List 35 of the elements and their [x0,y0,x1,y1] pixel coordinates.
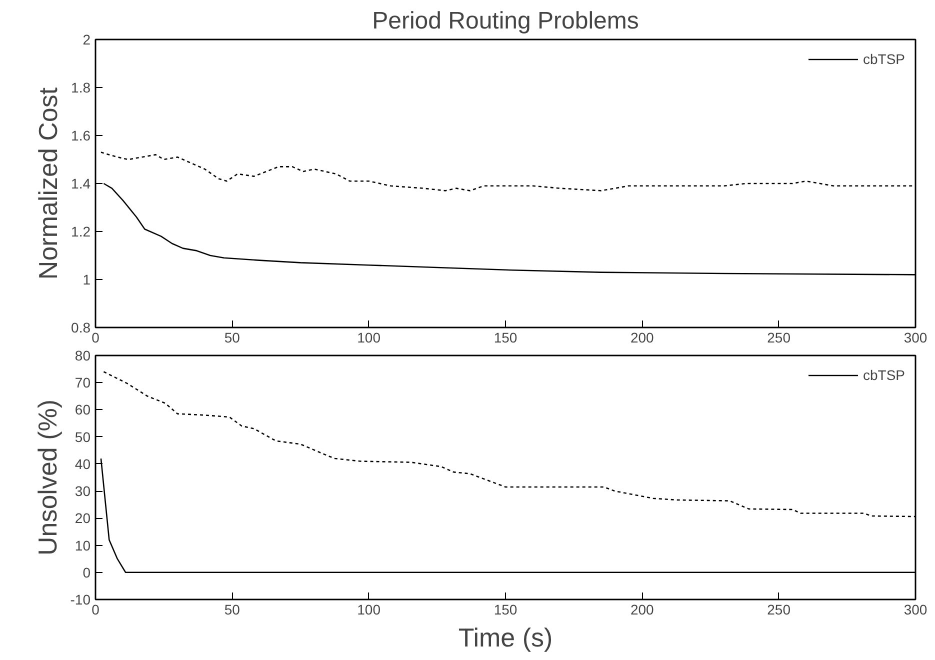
y-axis-title: Normalized Cost [33,86,64,280]
legend-label: cbTSP [862,51,905,67]
x-tick-label: 50 [224,330,240,346]
y-tick-label: 0 [82,564,91,580]
y-tick-label: 2 [82,32,91,48]
y-tick-label: 80 [74,348,91,364]
y-tick-label: 40 [74,456,91,472]
x-tick-label: 100 [357,602,381,618]
y-tick-label: 70 [74,374,91,391]
x-tick-label: 200 [630,330,654,346]
x-tick-label: 300 [904,602,928,618]
x-tick-label: 50 [224,602,240,618]
y-tick-label: 20 [74,510,91,526]
x-tick-label: 150 [494,602,518,618]
y-tick-label: 1 [82,272,91,288]
x-tick-label: 300 [904,330,928,346]
x-tick-label: 250 [767,602,791,618]
y-tick-label: -10 [70,592,91,608]
y-tick-label: 60 [74,402,91,418]
y-tick-label: 1.8 [71,80,91,96]
y-tick-label: 30 [74,483,91,500]
y-tick-label: 1.4 [71,176,91,192]
y-tick-label: 1.2 [71,224,91,240]
y-axis-title: Unsolved (%) [32,399,62,556]
legend-label: cbTSP [862,367,905,383]
x-axis-title: Time (s) [458,622,553,652]
chart-title: Period Routing Problems [372,8,639,34]
x-tick-label: 200 [630,602,654,618]
y-tick-label: 1.6 [71,128,91,144]
x-tick-label: 150 [494,330,518,346]
y-tick-label: 10 [74,537,91,554]
x-tick-label: 100 [357,330,381,346]
y-tick-label: 50 [74,428,91,445]
x-tick-label: 250 [767,330,791,346]
y-tick-label: 0.8 [71,320,91,336]
